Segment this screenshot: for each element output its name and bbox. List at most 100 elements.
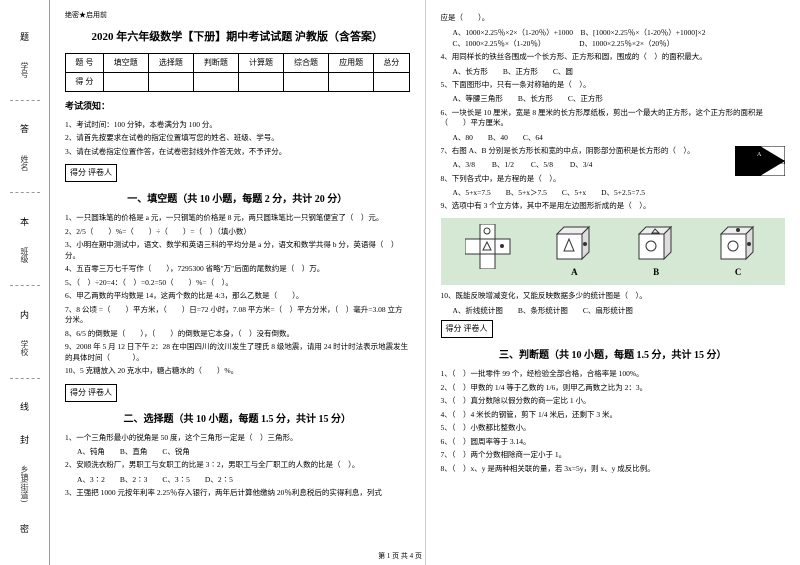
- choice-q7-text: 7、右图 A、B 分别是长方形长和宽的中点，阴影部分面积是长方形的（ ）。: [441, 146, 695, 155]
- left-column: 绝密★启用前 2020 年六年级数学【下册】期中考试试题 沪教版（含答案） 题 …: [50, 0, 426, 565]
- binding-sidebar: 题 学号 答 姓名 本 班级 内 学校 线 封 乡镇(街道) 密: [0, 0, 50, 565]
- page-footer: 第 1 页 共 4 页: [0, 551, 800, 561]
- sidebar-line: [10, 378, 40, 379]
- notice-item: 3、请在试卷指定位置作答，在试卷密封线外作答无效，不予评分。: [65, 147, 410, 158]
- judge-q4: 4、（ ）4 米长的钢管，剪下 1/4 米后，还剩下 3 米。: [441, 410, 786, 421]
- opt-b: 1/2: [504, 160, 514, 169]
- sidebar-marker: 封: [20, 433, 29, 446]
- choice-q3-cont: 应是（ ）。: [441, 13, 786, 24]
- choice-q4-opts: A、长方形 B、正方形 C、圆: [453, 66, 786, 77]
- section-choice-heading: 二、选择题（共 10 小题，每题 1.5 分，共计 15 分）: [65, 412, 410, 427]
- sidebar-label-class: 班级: [19, 247, 30, 263]
- cube-diagram: A B: [441, 218, 786, 286]
- notice-title: 考试须知：: [65, 100, 410, 114]
- table-cell: 综合题: [284, 54, 329, 73]
- svg-text:B: B: [781, 160, 785, 166]
- notice-item: 1、考试时间：100 分钟，本卷满分为 100 分。: [65, 120, 410, 131]
- fill-q10: 10、5 克糖放入 20 克水中，糖占糖水的（ ）%。: [65, 366, 410, 377]
- score-box: 得分 评卷人: [65, 164, 117, 182]
- choice-q8: 8、下列各式中，是方程的是（ ）。: [441, 174, 786, 185]
- sidebar-label-id: 学号: [19, 62, 30, 78]
- judge-q1: 1、（ ）一批零件 99 个，经检验全部合格，合格率是 100%。: [441, 369, 786, 380]
- table-row: 得 分: [66, 73, 410, 92]
- opt-d: 3/4: [583, 160, 593, 169]
- judge-q7: 7、（ ）两个分数相除商一定小于 1。: [441, 450, 786, 461]
- sidebar-marker: 密: [20, 522, 29, 535]
- table-cell: [148, 73, 193, 92]
- choice-q1-opts: A、钝角 B、直角 C、锐角: [77, 446, 410, 457]
- main-content: 绝密★启用前 2020 年六年级数学【下册】期中考试试题 沪教版（含答案） 题 …: [50, 0, 800, 565]
- score-table: 题 号 填空题 选择题 判断题 计算题 综合题 应用题 总分 得 分: [65, 53, 410, 92]
- opt-a: 3/8: [465, 160, 475, 169]
- judge-q2: 2、（ ）甲数的 1/4 等于乙数的 1/6，则甲乙两数之比为 2：3。: [441, 383, 786, 394]
- exam-title: 2020 年六年级数学【下册】期中考试试题 沪教版（含答案）: [65, 29, 410, 46]
- fill-q8: 8、6/5 的倒数是（ ），（ ）的倒数是它本身，（ ）没有倒数。: [65, 329, 410, 340]
- choice-q6-opts: A、80 B、40 C、64: [453, 132, 786, 143]
- table-row: 题 号 填空题 选择题 判断题 计算题 综合题 应用题 总分: [66, 54, 410, 73]
- table-cell: 应用题: [329, 54, 374, 73]
- choice-q10: 10、既能反映增减变化，又能反映数据多少的统计图是（ ）。: [441, 291, 786, 302]
- table-cell: [238, 73, 283, 92]
- judge-q8: 8、（ ）x、y 是两种相关联的量，若 3x=5y，则 x、y 成反比例。: [441, 464, 786, 475]
- sidebar-line: [10, 285, 40, 286]
- sidebar-marker: 线: [20, 400, 29, 413]
- sidebar-marker: 内: [20, 308, 29, 321]
- judge-q5: 5、（ ）小数都比整数小。: [441, 423, 786, 434]
- judge-q3: 3、（ ）真分数除以假分数的商一定比 1 小。: [441, 396, 786, 407]
- fill-q1: 1、一只圆珠笔的价格是 a 元，一只钢笔的价格是 8 元，两只圆珠笔比一只钢笔便…: [65, 213, 410, 224]
- table-cell: [103, 73, 148, 92]
- choice-q1: 1、一个三角形最小的锐角是 50 度，这个三角形一定是（ ）三角形。: [65, 433, 410, 444]
- sidebar-marker: 答: [20, 122, 29, 135]
- sidebar-line: [10, 100, 40, 101]
- choice-q6: 6、一块长是 10 厘米，宽是 8 厘米的长方形厚纸板，剪出一个最大的正方形，这…: [441, 108, 786, 129]
- score-box: 得分 评卷人: [441, 320, 493, 338]
- fill-q4: 4、五百零三万七千写作（ ），7295300 省略"万"后面的尾数约是（ ）万。: [65, 264, 410, 275]
- choice-q8-opts: A、5+x=7.5 B、5+x＞7.5 C、5+x D、5+2.5=7.5: [453, 187, 786, 198]
- fill-q9: 9、2008 年 5 月 12 日下午 2：28 在中国四川的汶川发生了理氏 8…: [65, 342, 410, 363]
- svg-text:A: A: [757, 152, 762, 158]
- section-fill-heading: 一、填空题（共 10 小题，每题 2 分，共计 20 分）: [65, 192, 410, 207]
- cube-label-c: C: [716, 266, 761, 280]
- section-judge-heading: 三、判断题（共 10 小题，每题 1.5 分，共计 15 分）: [441, 348, 786, 363]
- table-cell: 计算题: [238, 54, 283, 73]
- cube-net-icon: [465, 224, 515, 269]
- table-cell: 选择题: [148, 54, 193, 73]
- cube-a-icon: [552, 224, 597, 264]
- cube-b-icon: [634, 224, 679, 264]
- sidebar-label-name: 姓名: [19, 155, 30, 171]
- choice-q3-opts1: A、1000×2.25％×2×（1-20％）+1000 B、[1000×2.25…: [453, 27, 786, 38]
- right-column: 应是（ ）。 A、1000×2.25％×2×（1-20％）+1000 B、[10…: [426, 0, 800, 565]
- sidebar-marker: 本: [20, 215, 29, 228]
- table-cell: [374, 73, 409, 92]
- table-cell: 题 号: [66, 54, 104, 73]
- cube-b: B: [634, 224, 679, 280]
- cube-c: C: [716, 224, 761, 280]
- judge-q6: 6、（ ）圆周率等于 3.14。: [441, 437, 786, 448]
- sidebar-label-school: 学校: [19, 340, 30, 356]
- choice-q5-opts: A、等腰三角形 B、长方形 C、正方形: [453, 93, 786, 104]
- confidential-label: 绝密★启用前: [65, 10, 410, 21]
- table-cell: 得 分: [66, 73, 104, 92]
- score-box: 得分 评卷人: [65, 384, 117, 402]
- choice-q7: 7、右图 A、B 分别是长方形长和宽的中点，阴影部分面积是长方形的（ ）。 A …: [441, 146, 786, 157]
- sidebar-marker: 题: [20, 30, 29, 43]
- table-cell: 总分: [374, 54, 409, 73]
- rectangle-shaded-icon: A B: [735, 146, 785, 176]
- table-cell: [193, 73, 238, 92]
- notice-item: 2、请首先按要求在试卷的指定位置填写您的姓名、班级、学号。: [65, 133, 410, 144]
- cube-label-a: A: [552, 266, 597, 280]
- choice-q10-opts: A、折线统计图 B、条形统计图 C、扇形统计图: [453, 305, 786, 316]
- table-cell: [329, 73, 374, 92]
- cube-net: [465, 224, 515, 280]
- cube-a: A: [552, 224, 597, 280]
- sidebar-label-town: 乡镇(街道): [19, 465, 30, 502]
- fill-q5: 5、（ ）÷20=4：（ ）=0.2=50（ ）%=（ ）。: [65, 278, 410, 289]
- fill-q7: 7、8 公顷 =（ ）平方米，（ ）日=72 小时，7.08 平方米=（ ）平方…: [65, 305, 410, 326]
- table-cell: 判断题: [193, 54, 238, 73]
- choice-q2-opts: A、3∶2 B、2∶3 C、3∶5 D、2∶5: [77, 474, 410, 485]
- choice-q5: 5、下面图形中，只有一条对称轴的是（ ）。: [441, 80, 786, 91]
- cube-label-b: B: [634, 266, 679, 280]
- choice-q4: 4、用同样长的铁丝各围成一个长方形、正方形和圆，围成的（ ）的面积最大。: [441, 52, 786, 63]
- choice-q3-opts2: C、1000×2.25％×（1-20％） D、1000×2.25％×2×（20％…: [453, 38, 786, 49]
- choice-q9: 9、选项中有 3 个立方体，其中不是用左边图形折成的是（ ）。: [441, 201, 786, 212]
